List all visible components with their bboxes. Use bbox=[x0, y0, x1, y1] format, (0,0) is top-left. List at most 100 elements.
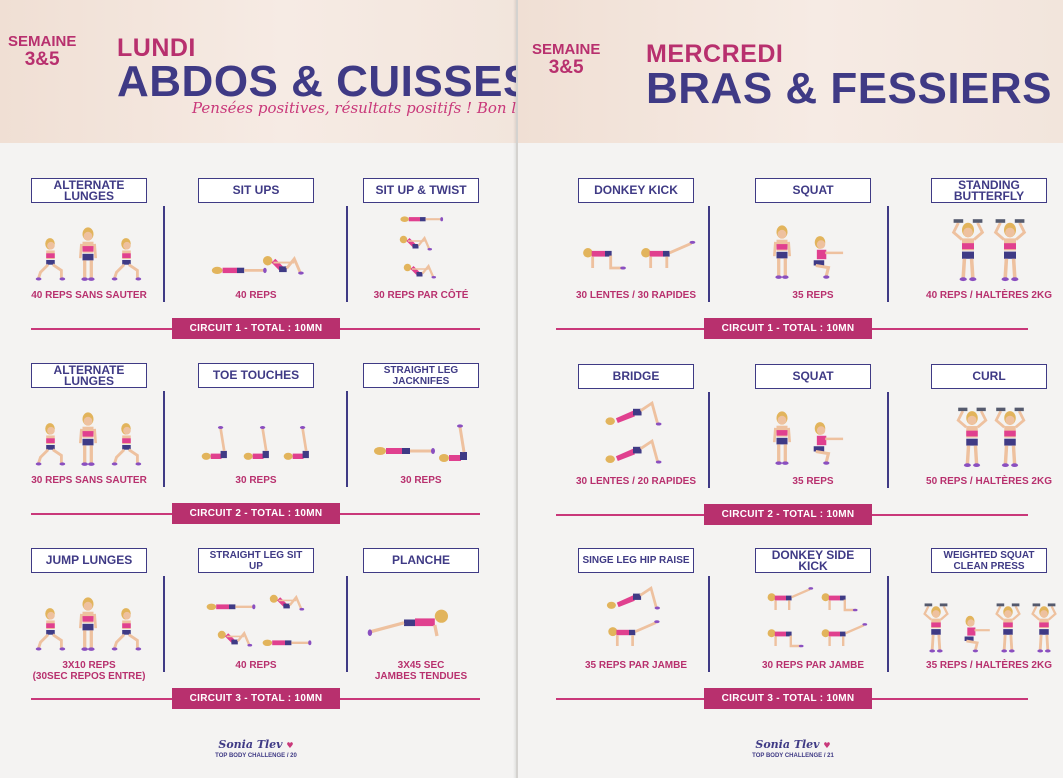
figure bbox=[206, 603, 256, 610]
exercise-reps: 30 REPS PAR CÔTÉ bbox=[373, 290, 469, 301]
figure bbox=[923, 603, 949, 653]
figure bbox=[608, 620, 660, 646]
figure bbox=[35, 608, 66, 651]
day-label: LUNDI bbox=[117, 34, 196, 62]
figure bbox=[813, 236, 844, 279]
figure bbox=[605, 438, 662, 464]
exercise-illustration bbox=[211, 255, 304, 275]
left-footer: Sonia Tlev ♥ TOP BODY CHALLENGE / 20 bbox=[186, 738, 326, 759]
figure bbox=[400, 216, 444, 222]
exercise-figure bbox=[906, 204, 1063, 284]
exercise-card: ALTERNATE LUNGES bbox=[6, 178, 172, 312]
exercise-reps: 40 REPS bbox=[235, 290, 277, 301]
right-page: SEMAINE 3&5 MERCREDI BRAS & FESSIERS DON… bbox=[518, 0, 1063, 778]
exercise-name: BRIDGE bbox=[578, 364, 694, 389]
exercise-name: CURL bbox=[931, 364, 1047, 389]
exercise-card: TOE TOUCHES 30 REPS bbox=[173, 363, 339, 497]
figure bbox=[951, 219, 985, 282]
figure bbox=[772, 411, 792, 465]
exercise-illustration bbox=[583, 240, 696, 270]
exercise-illustration bbox=[35, 412, 142, 466]
figure bbox=[269, 594, 305, 611]
column-divider bbox=[708, 576, 710, 672]
column-divider bbox=[163, 206, 165, 302]
figure bbox=[1031, 603, 1057, 653]
exercise-figure bbox=[173, 574, 339, 654]
figure bbox=[283, 426, 309, 460]
exercise-reps: 3X10 REPS (30SEC REPOS ENTRE) bbox=[32, 660, 146, 682]
figure bbox=[767, 587, 814, 610]
figure bbox=[111, 608, 142, 651]
exercise-name: JUMP LUNGES bbox=[31, 548, 147, 573]
figure bbox=[111, 238, 142, 281]
column-divider bbox=[887, 206, 889, 302]
exercise-figure bbox=[906, 390, 1063, 470]
exercise-reps: 30 REPS SANS SAUTER bbox=[31, 475, 147, 486]
exercise-reps: 50 REPS / HALTÈRES 2KG bbox=[926, 476, 1052, 487]
exercise-illustration bbox=[956, 407, 1026, 467]
exercise-figure bbox=[338, 389, 504, 469]
exercise-name: DONKEY KICK bbox=[578, 178, 694, 203]
exercise-name: PLANCHE bbox=[363, 548, 479, 573]
exercise-figure bbox=[6, 389, 172, 469]
exercise-figure bbox=[553, 390, 719, 470]
right-footer: Sonia Tlev ♥ TOP BODY CHALLENGE / 21 bbox=[723, 738, 863, 759]
week-badge: SEMAINE 3&5 bbox=[532, 41, 601, 78]
exercise-reps: 30 REPS PAR JAMBE bbox=[761, 660, 865, 671]
exercise-figure bbox=[338, 204, 504, 284]
exercise-name: STRAIGHT LEG SIT UP bbox=[198, 548, 314, 573]
figure bbox=[813, 422, 844, 465]
column-divider bbox=[887, 576, 889, 672]
figure bbox=[78, 412, 98, 466]
exercise-figure bbox=[730, 390, 896, 470]
exercise-name: TOE TOUCHES bbox=[198, 363, 314, 388]
figure bbox=[374, 447, 435, 455]
figure bbox=[367, 609, 448, 637]
exercise-illustration bbox=[923, 603, 1057, 653]
exercise-figure bbox=[553, 574, 719, 654]
figure bbox=[605, 400, 662, 426]
figure bbox=[111, 423, 142, 466]
exercise-card: JUMP LUNGES bbox=[6, 548, 172, 682]
circuit-banner: CIRCUIT 1 - TOTAL : 10MN bbox=[704, 318, 872, 339]
figure bbox=[995, 603, 1021, 653]
exercise-figure bbox=[173, 204, 339, 284]
exercise-card: SINGE LEG HIP RAISE 35 REPS PAR JAMBE bbox=[553, 548, 719, 682]
exercise-card: STRAIGHT LEG JACKNIFES 30 REPS bbox=[338, 363, 504, 497]
exercise-name: SQUAT bbox=[755, 178, 871, 203]
left-page: SEMAINE 3&5 LUNDI ABDOS & CUISSES Pensée… bbox=[0, 0, 516, 778]
exercise-name: ALTERNATE LUNGES bbox=[31, 363, 147, 388]
page-number: TOP BODY CHALLENGE / 21 bbox=[752, 753, 834, 759]
figure bbox=[583, 248, 626, 270]
exercise-figure bbox=[730, 204, 896, 284]
exercise-card: WEIGHTED SQUAT CLEAN PRESS bbox=[906, 548, 1063, 682]
column-divider bbox=[163, 391, 165, 487]
exercise-figure bbox=[173, 389, 339, 469]
exercise-illustration bbox=[374, 424, 467, 462]
figure bbox=[262, 639, 312, 646]
figure bbox=[262, 255, 304, 275]
exercise-illustration bbox=[951, 219, 1027, 282]
figure bbox=[403, 263, 436, 279]
exercise-name: SIT UPS bbox=[198, 178, 314, 203]
exercise-illustration bbox=[206, 594, 312, 647]
circuit-banner: CIRCUIT 2 - TOTAL : 10MN bbox=[172, 503, 340, 524]
exercise-card: SIT UPS 40 REPS bbox=[173, 178, 339, 312]
page-title: ABDOS & CUISSES bbox=[117, 57, 516, 106]
column-divider bbox=[163, 576, 165, 672]
heart-icon: ♥ bbox=[823, 740, 831, 750]
circuit-banner: CIRCUIT 1 - TOTAL : 10MN bbox=[172, 318, 340, 339]
figure bbox=[993, 219, 1027, 282]
figure bbox=[211, 266, 267, 274]
exercise-card: BRIDGE 30 LENTES / 20 RAPIDES bbox=[553, 364, 719, 498]
figure bbox=[821, 593, 858, 612]
exercise-name: SINGE LEG HIP RAISE bbox=[578, 548, 694, 573]
exercise-figure bbox=[6, 204, 172, 284]
exercise-card: ALTERNATE LUNGES bbox=[6, 363, 172, 497]
exercise-reps: 3X45 SEC JAMBES TENDUES bbox=[374, 660, 468, 682]
column-divider bbox=[346, 206, 348, 302]
exercise-reps: 30 REPS bbox=[400, 475, 442, 486]
brand-logo: Sonia Tlev ♥ bbox=[218, 738, 294, 751]
exercise-illustration bbox=[772, 411, 844, 465]
day-label: MERCREDI bbox=[646, 40, 784, 68]
